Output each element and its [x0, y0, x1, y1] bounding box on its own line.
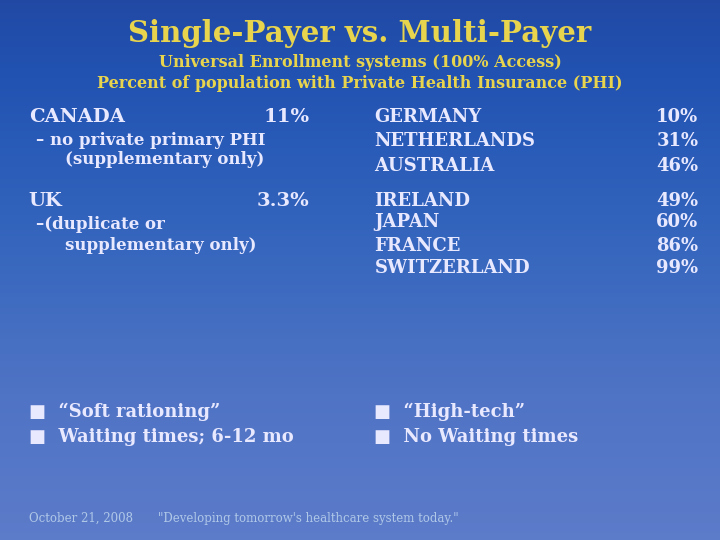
Text: (supplementary only): (supplementary only) — [65, 151, 264, 168]
Text: "Developing tomorrow's healthcare system today.": "Developing tomorrow's healthcare system… — [158, 512, 459, 525]
Text: FRANCE: FRANCE — [374, 237, 461, 254]
Text: Percent of population with Private Health Insurance (PHI): Percent of population with Private Healt… — [97, 75, 623, 91]
Text: ■  Waiting times; 6-12 mo: ■ Waiting times; 6-12 mo — [29, 428, 294, 445]
Text: ■  No Waiting times: ■ No Waiting times — [374, 428, 579, 445]
Text: 49%: 49% — [656, 192, 698, 210]
Text: Universal Enrollment systems (100% Access): Universal Enrollment systems (100% Acces… — [158, 54, 562, 71]
Text: 99%: 99% — [656, 259, 698, 277]
Text: NETHERLANDS: NETHERLANDS — [374, 132, 536, 150]
Text: 10%: 10% — [656, 108, 698, 126]
Text: GERMANY: GERMANY — [374, 108, 482, 126]
Text: JAPAN: JAPAN — [374, 213, 440, 231]
Text: 11%: 11% — [264, 108, 310, 126]
Text: 86%: 86% — [656, 237, 698, 254]
Text: Single-Payer vs. Multi-Payer: Single-Payer vs. Multi-Payer — [128, 19, 592, 48]
Text: – no private primary PHI: – no private primary PHI — [36, 132, 266, 149]
Text: –(duplicate or: –(duplicate or — [36, 216, 165, 233]
Text: 60%: 60% — [656, 213, 698, 231]
Text: UK: UK — [29, 192, 63, 210]
Text: IRELAND: IRELAND — [374, 192, 470, 210]
Text: October 21, 2008: October 21, 2008 — [29, 512, 132, 525]
Text: CANADA: CANADA — [29, 108, 125, 126]
Text: SWITZERLAND: SWITZERLAND — [374, 259, 530, 277]
Text: AUSTRALIA: AUSTRALIA — [374, 157, 495, 174]
Text: 31%: 31% — [656, 132, 698, 150]
Text: supplementary only): supplementary only) — [65, 237, 256, 253]
Text: ■  “Soft rationing”: ■ “Soft rationing” — [29, 402, 220, 421]
Text: 46%: 46% — [656, 157, 698, 174]
Text: 3.3%: 3.3% — [257, 192, 310, 210]
Text: ■  “High-tech”: ■ “High-tech” — [374, 402, 526, 421]
